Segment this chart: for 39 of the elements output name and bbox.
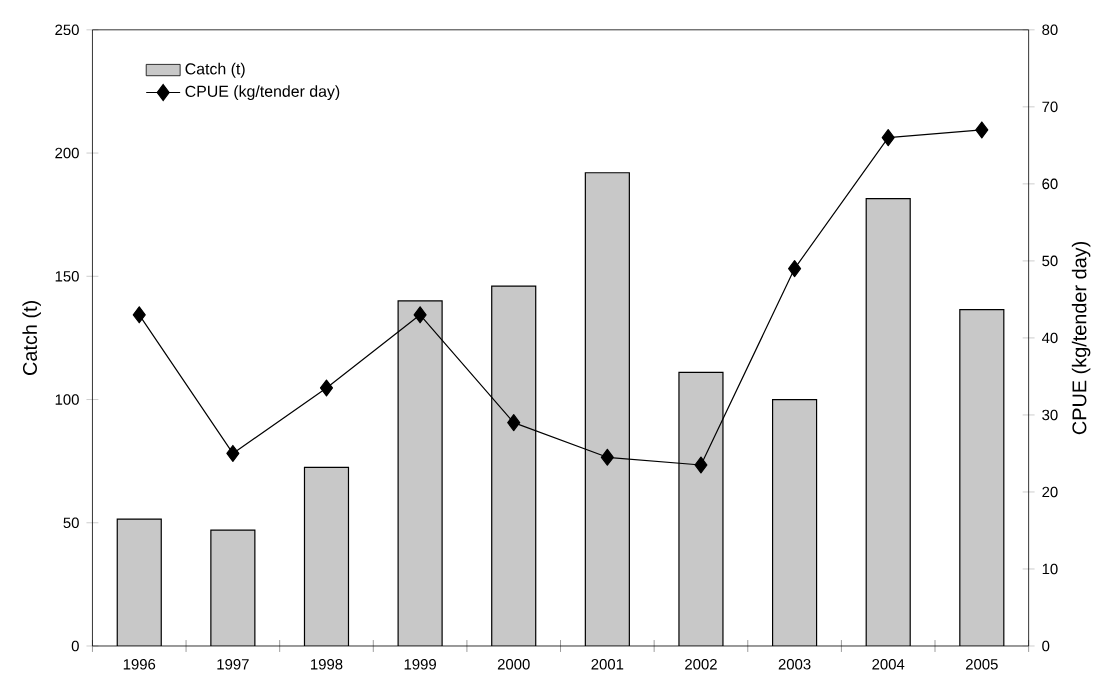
x-tick-label: 1997	[217, 659, 249, 670]
x-tick-label: 1996	[123, 659, 156, 670]
x-tick-label: 2002	[685, 659, 717, 670]
x-tick-label: 2001	[591, 659, 624, 670]
y-axis-title: Catch (t)	[22, 301, 41, 376]
x-tick-label: 2000	[497, 659, 530, 670]
y2-axis-title: CPUE (kg/tender day)	[1071, 242, 1091, 435]
y-tick-label: 50	[63, 517, 79, 529]
x-tick-label: 1998	[311, 659, 343, 670]
y2-tick-label: 80	[1042, 24, 1058, 36]
y-tick-label: 200	[55, 147, 79, 159]
point	[132, 306, 146, 324]
point	[507, 414, 521, 432]
y-tick-label: 100	[55, 394, 79, 405]
point	[975, 121, 989, 139]
point	[413, 306, 427, 324]
legend-label: Catch (t)	[185, 62, 245, 78]
point	[881, 129, 895, 147]
point	[788, 260, 802, 278]
y2-tick-label: 70	[1042, 101, 1058, 113]
y-tick-label: 0	[71, 640, 79, 652]
x-tick-label: 2004	[872, 659, 905, 670]
y2-tick-label: 60	[1042, 178, 1058, 190]
point	[600, 448, 614, 466]
y-tick-label: 250	[55, 24, 79, 36]
y2-tick-label: 50	[1042, 255, 1058, 267]
x-tick-label: 2005	[965, 659, 998, 670]
y2-tick-label: 20	[1042, 486, 1058, 498]
x-tick-label: 2003	[778, 659, 811, 670]
y-tick-label: 150	[55, 271, 79, 282]
x-tick-label: 1999	[404, 659, 436, 670]
legend-label: CPUE (kg/tender day)	[185, 85, 340, 101]
point	[319, 379, 334, 397]
y2-tick-label: 40	[1041, 332, 1058, 344]
point	[694, 456, 708, 474]
y2-tick-label: 0	[1042, 640, 1050, 652]
point	[226, 445, 240, 463]
y2-tick-label: 10	[1042, 563, 1058, 575]
y2-tick-label: 30	[1042, 409, 1058, 421]
